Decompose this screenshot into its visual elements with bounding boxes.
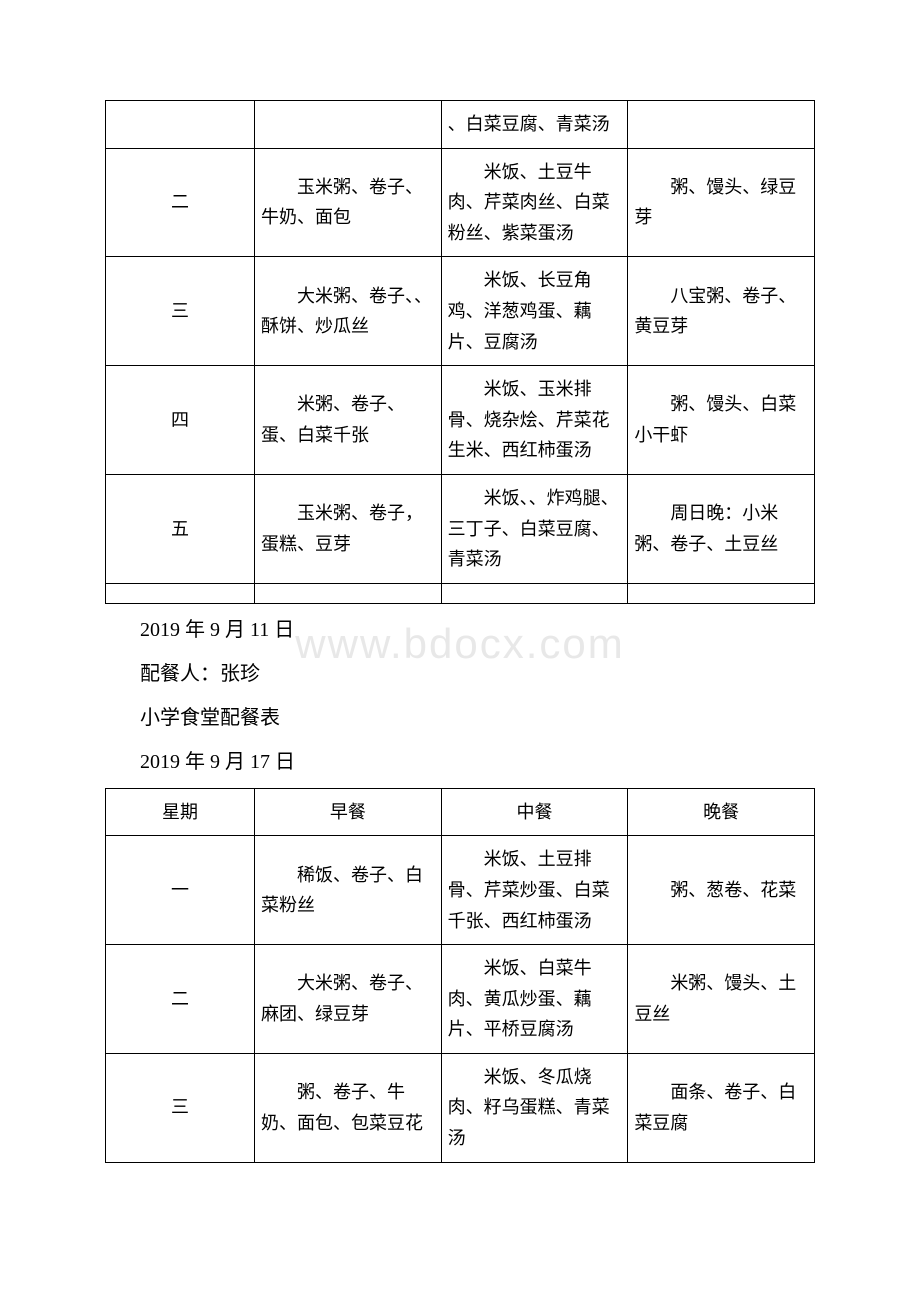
menu-table-1: 、白菜豆腐、青菜汤 二 玉米粥、卷子、牛奶、面包 米饭、土豆牛肉、芹菜肉丝、白菜… (105, 100, 815, 604)
lunch-cell: 米饭、土豆牛肉、芹菜肉丝、白菜粉丝、紫菜蛋汤 (441, 148, 628, 257)
middle-text-block: 2019 年 9 月 11 日 配餐人：张珍 小学食堂配餐表 2019 年 9 … (140, 608, 815, 784)
header-lunch: 中餐 (441, 788, 628, 836)
breakfast-cell: 大米粥、卷子、、酥饼、炒瓜丝 (255, 257, 442, 366)
table-row: 五 玉米粥、卷子，蛋糕、豆芽 米饭、、炸鸡腿、三丁子、白菜豆腐、青菜汤 周日晚：… (106, 474, 815, 583)
dinner-cell (628, 101, 815, 149)
empty-cell (628, 583, 815, 603)
header-dinner: 晚餐 (628, 788, 815, 836)
header-day: 星期 (106, 788, 255, 836)
presenter-line: 配餐人：张珍 (140, 652, 815, 696)
breakfast-cell: 玉米粥、卷子、牛奶、面包 (255, 148, 442, 257)
table-header-row: 星期 早餐 中餐 晚餐 (106, 788, 815, 836)
dinner-cell: 八宝粥、卷子、黄豆芽 (628, 257, 815, 366)
menu-table-2: 星期 早餐 中餐 晚餐 一 稀饭、卷子、白菜粉丝 米饭、土豆排骨、芹菜炒蛋、白菜… (105, 788, 815, 1163)
day-cell: 一 (106, 836, 255, 945)
dinner-cell: 粥、馒头、白菜小干虾 (628, 366, 815, 475)
breakfast-cell: 稀饭、卷子、白菜粉丝 (255, 836, 442, 945)
table-row: 三 粥、卷子、牛奶、面包、包菜豆花 米饭、冬瓜烧肉、籽乌蛋糕、青菜汤 面条、卷子… (106, 1053, 815, 1162)
dinner-cell: 粥、馒头、绿豆芽 (628, 148, 815, 257)
empty-cell (106, 583, 255, 603)
lunch-cell: 米饭、土豆排骨、芹菜炒蛋、白菜千张、西红柿蛋汤 (441, 836, 628, 945)
lunch-cell: 米饭、冬瓜烧肉、籽乌蛋糕、青菜汤 (441, 1053, 628, 1162)
date-line-2: 2019 年 9 月 17 日 (140, 740, 815, 784)
day-cell: 二 (106, 148, 255, 257)
table-row: 三 大米粥、卷子、、酥饼、炒瓜丝 米饭、长豆角鸡、洋葱鸡蛋、藕片、豆腐汤 八宝粥… (106, 257, 815, 366)
table-row: 二 玉米粥、卷子、牛奶、面包 米饭、土豆牛肉、芹菜肉丝、白菜粉丝、紫菜蛋汤 粥、… (106, 148, 815, 257)
table-row-empty (106, 583, 815, 603)
day-cell: 三 (106, 1053, 255, 1162)
dinner-cell: 米粥、馒头、土豆丝 (628, 945, 815, 1054)
lunch-cell: 米饭、长豆角鸡、洋葱鸡蛋、藕片、豆腐汤 (441, 257, 628, 366)
title-line: 小学食堂配餐表 (140, 696, 815, 740)
day-cell: 三 (106, 257, 255, 366)
breakfast-cell: 米粥、卷子、蛋、白菜千张 (255, 366, 442, 475)
table-row: 一 稀饭、卷子、白菜粉丝 米饭、土豆排骨、芹菜炒蛋、白菜千张、西红柿蛋汤 粥、葱… (106, 836, 815, 945)
day-cell: 二 (106, 945, 255, 1054)
breakfast-cell: 大米粥、卷子、麻团、绿豆芽 (255, 945, 442, 1054)
dinner-cell: 面条、卷子、白菜豆腐 (628, 1053, 815, 1162)
lunch-cell: 、白菜豆腐、青菜汤 (441, 101, 628, 149)
lunch-cell: 米饭、、炸鸡腿、三丁子、白菜豆腐、青菜汤 (441, 474, 628, 583)
day-cell: 五 (106, 474, 255, 583)
day-cell (106, 101, 255, 149)
date-line-1: 2019 年 9 月 11 日 (140, 608, 815, 652)
breakfast-cell: 玉米粥、卷子，蛋糕、豆芽 (255, 474, 442, 583)
table-row: 四 米粥、卷子、蛋、白菜千张 米饭、玉米排骨、烧杂烩、芹菜花生米、西红柿蛋汤 粥… (106, 366, 815, 475)
empty-cell (255, 583, 442, 603)
empty-cell (441, 583, 628, 603)
dinner-cell: 周日晚：小米粥、卷子、土豆丝 (628, 474, 815, 583)
breakfast-cell (255, 101, 442, 149)
lunch-cell: 米饭、玉米排骨、烧杂烩、芹菜花生米、西红柿蛋汤 (441, 366, 628, 475)
dinner-cell: 粥、葱卷、花菜 (628, 836, 815, 945)
breakfast-cell: 粥、卷子、牛奶、面包、包菜豆花 (255, 1053, 442, 1162)
day-cell: 四 (106, 366, 255, 475)
lunch-cell: 米饭、白菜牛肉、黄瓜炒蛋、藕片、平桥豆腐汤 (441, 945, 628, 1054)
table-row: 二 大米粥、卷子、麻团、绿豆芽 米饭、白菜牛肉、黄瓜炒蛋、藕片、平桥豆腐汤 米粥… (106, 945, 815, 1054)
header-breakfast: 早餐 (255, 788, 442, 836)
table-row: 、白菜豆腐、青菜汤 (106, 101, 815, 149)
